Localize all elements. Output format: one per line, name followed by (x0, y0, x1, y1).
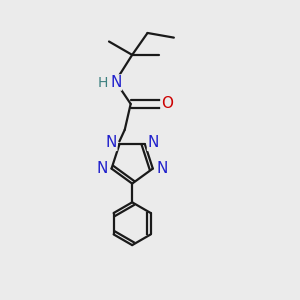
Text: N: N (96, 161, 107, 176)
Text: N: N (148, 135, 159, 150)
Text: N: N (105, 135, 117, 150)
Text: H: H (98, 76, 108, 89)
Text: O: O (161, 96, 173, 111)
Text: N: N (157, 161, 168, 176)
Text: N: N (110, 75, 122, 90)
